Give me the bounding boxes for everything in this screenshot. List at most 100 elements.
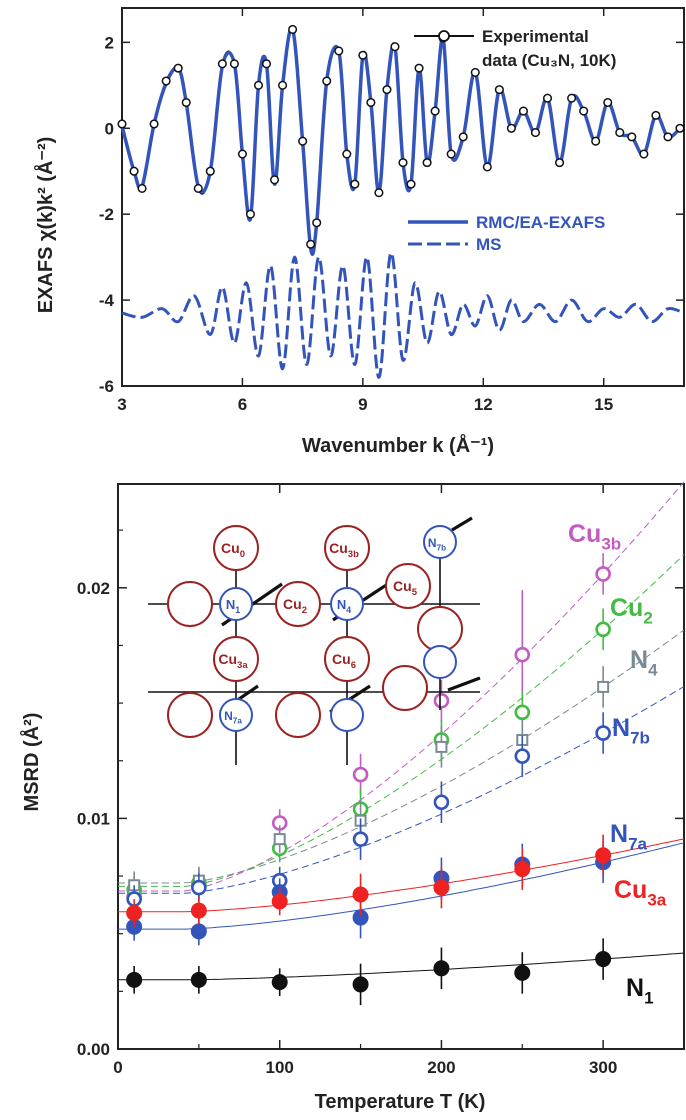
series-label-cu3a: Cu3a xyxy=(614,876,667,910)
cu-atom-cu0-label: Cu0 xyxy=(221,540,245,560)
point-cu3b xyxy=(433,692,450,709)
legend-ms-label: MS xyxy=(476,235,502,254)
fit-curve-n7b xyxy=(118,686,685,894)
exafs-y-tick-label: -4 xyxy=(99,291,115,310)
experimental-point xyxy=(675,123,685,133)
experimental-point xyxy=(269,175,280,185)
lattice-bond-diagonal xyxy=(447,676,481,692)
series-label-n7b-sub: 7b xyxy=(630,729,650,748)
experimental-point xyxy=(137,183,147,193)
experimental-point xyxy=(663,132,673,142)
cu-atom-cu6-label-sub: 6 xyxy=(351,660,356,671)
n-atom-n1 xyxy=(219,587,253,621)
n-atom-n4-label-sub: 4 xyxy=(346,605,351,615)
n-atom-n7b-label: N7b xyxy=(428,536,446,553)
point-cu3a xyxy=(352,886,369,903)
point-cu2 xyxy=(514,704,531,721)
cu-atom-cu5-label-main: Cu xyxy=(393,578,412,594)
experimental-point xyxy=(366,97,376,108)
msrd-y-tick-label: 0.02 xyxy=(77,579,110,598)
cu-atom-cu3b-label-sub: 3b xyxy=(348,549,359,560)
experimental-point xyxy=(350,179,360,189)
point-n1 xyxy=(595,951,612,968)
msrd-frame xyxy=(117,483,685,1050)
cu-atom-empty xyxy=(382,665,428,711)
experimental-point xyxy=(567,93,577,103)
cu-atom-cu3b-label: Cu3b xyxy=(329,540,359,560)
experimental-point xyxy=(579,106,589,116)
n-atom-n7b xyxy=(423,525,457,559)
msrd-chart: 0 100 200 3000.000.010.02Cu3bCu2N4N7bN7aCu3… xyxy=(19,481,685,1113)
legend-experimental-label: Experimental xyxy=(482,27,589,46)
experimental-point xyxy=(312,218,322,228)
experimental-point xyxy=(374,188,384,198)
n-atom-empty xyxy=(330,698,364,732)
msrd-x-axis-label: Temperature T (K) xyxy=(315,1091,486,1113)
cu-atom-cu3a-label: Cu3a xyxy=(218,651,248,671)
point-n1 xyxy=(190,971,207,988)
experimental-point xyxy=(245,209,256,219)
series-label-n4-main: N xyxy=(630,646,648,674)
n-atom-n4 xyxy=(330,587,364,621)
exafs-y-tick-label: 2 xyxy=(105,33,114,52)
point-cu3a xyxy=(190,902,207,919)
series-label-n7b-main: N xyxy=(612,714,630,742)
cu-atom-cu3b xyxy=(324,525,370,571)
cu-atom-cu2-label: Cu2 xyxy=(283,596,307,616)
point-cu3a xyxy=(514,861,531,878)
exafs-y-tick-label: -2 xyxy=(99,205,114,224)
experimental-point xyxy=(342,149,352,159)
series-label-n7b: N7b xyxy=(612,714,650,748)
fit-curve-cu2 xyxy=(118,554,685,887)
msrd-y-tick-label: 0.00 xyxy=(77,1040,110,1059)
point-cu3b xyxy=(352,766,369,783)
series-label-n4: N4 xyxy=(630,646,658,680)
point-cu2 xyxy=(595,621,611,638)
experimental-point xyxy=(414,63,424,73)
experimental-point xyxy=(382,85,392,95)
experimental-point xyxy=(458,132,468,142)
series-label-n7a-main: N xyxy=(610,820,628,848)
n-atom-n1-label: N1 xyxy=(226,597,240,615)
experimental-point xyxy=(181,97,191,108)
msrd-x-tick-label: 300 xyxy=(589,1058,617,1077)
experimental-point xyxy=(334,46,344,56)
experimental-point xyxy=(651,110,661,120)
point-n1 xyxy=(514,964,531,981)
point-n1 xyxy=(352,976,369,993)
point-n7b xyxy=(595,725,611,741)
experimental-point xyxy=(205,166,215,176)
cu-atom-cu0 xyxy=(213,525,259,571)
experimental-point xyxy=(193,183,203,193)
fit-curve-cu3b xyxy=(117,481,685,892)
point-n7b xyxy=(352,831,369,847)
exafs-y-tick-label: 0 xyxy=(105,119,114,138)
cu-atom-empty xyxy=(275,692,321,738)
experimental-point xyxy=(358,50,368,60)
cu-atom-cu5-label: Cu5 xyxy=(393,578,418,598)
point-cu3a xyxy=(271,893,288,910)
series-label-n1-main: N xyxy=(626,974,644,1002)
exafs-x-tick-label: 15 xyxy=(594,395,613,414)
experimental-point xyxy=(406,179,416,189)
msrd-x-tick-label: 0 xyxy=(113,1058,122,1077)
exafs-x-tick-label: 3 xyxy=(117,395,126,414)
experimental-point xyxy=(288,24,298,35)
exafs-y-axis-label: EXAFS χ(k)k² (Å⁻²) xyxy=(33,137,57,314)
experimental-point xyxy=(639,149,649,159)
series-label-n4-sub: 4 xyxy=(648,661,658,680)
experimental-point xyxy=(494,85,504,95)
point-cu3a xyxy=(433,879,450,896)
msrd-x-tick-label: 200 xyxy=(427,1058,455,1077)
n-atom-n7a-label-main: N xyxy=(224,709,233,723)
experimental-point xyxy=(322,76,332,86)
experimental-point xyxy=(306,239,316,249)
fit-curve-n1 xyxy=(118,952,685,981)
experimental-point xyxy=(470,67,480,77)
experimental-point xyxy=(217,59,227,69)
experimental-point xyxy=(129,166,139,176)
series-label-n1: N1 xyxy=(626,974,654,1008)
experimental-point xyxy=(261,59,272,69)
experimental-point xyxy=(398,158,408,168)
